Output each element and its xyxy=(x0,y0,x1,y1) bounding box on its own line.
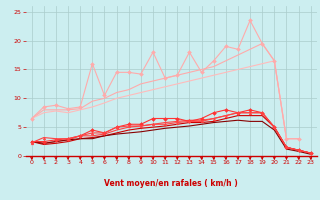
X-axis label: Vent moyen/en rafales ( km/h ): Vent moyen/en rafales ( km/h ) xyxy=(104,179,238,188)
